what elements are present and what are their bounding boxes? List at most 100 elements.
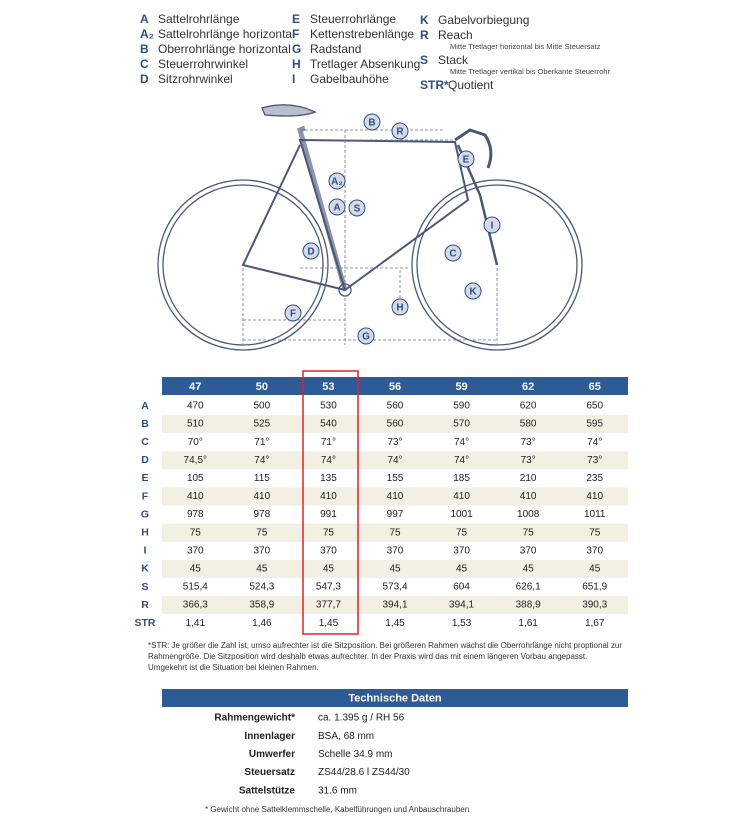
legend-letter: D — [140, 72, 149, 86]
cell: 75 — [589, 527, 601, 538]
row-label: G — [141, 508, 149, 520]
row-label: E — [141, 472, 148, 484]
legend-note: Mitte Tretlager horizontal bis Mitte Ste… — [450, 42, 601, 51]
marker-circle — [328, 172, 346, 190]
marker-circle — [284, 304, 302, 322]
cell: 1,46 — [252, 618, 272, 629]
legend-label: Steuerrohrlänge — [310, 12, 396, 26]
cell: 370 — [254, 545, 271, 556]
size-header: 56 — [389, 381, 401, 393]
row-bg — [162, 559, 628, 578]
bike-drawing — [157, 104, 583, 351]
cell: 410 — [320, 491, 337, 502]
cell: 595 — [586, 419, 603, 430]
legend-letter: B — [140, 42, 149, 56]
marker-circle — [483, 216, 501, 234]
spec-value: ZS44/28.6 l ZS44/30 — [318, 767, 410, 778]
legend-label: Sattelrohrlänge — [158, 12, 240, 26]
cell: 105 — [187, 473, 204, 484]
cell: 70° — [188, 437, 203, 448]
cell: 210 — [520, 473, 537, 484]
legend-label: Quotient — [448, 78, 494, 92]
cell: 366,3 — [183, 600, 208, 611]
spec-value: 31.6 mm — [318, 785, 357, 796]
size-header: 50 — [256, 381, 268, 393]
spec-label: Steuersatz — [244, 767, 295, 778]
cell: 75 — [323, 527, 335, 538]
cell: 626,1 — [516, 582, 541, 593]
cell: 370 — [586, 545, 603, 556]
size-header: 62 — [522, 381, 534, 393]
cell: 394,1 — [449, 600, 474, 611]
cell: 1,41 — [186, 618, 206, 629]
cell: 525 — [254, 419, 271, 430]
legend-label: Gabelvorbiegung — [438, 13, 529, 27]
legend-label: Steuerrohrwinkel — [158, 57, 248, 71]
legend-letter: A₂ — [140, 27, 154, 41]
cell: 370 — [187, 545, 204, 556]
legend-letter: A — [140, 12, 149, 26]
marker-label: D — [307, 247, 314, 258]
diagram-markers: B R E A₂ A S I D C K H F G — [284, 113, 501, 345]
cell: 978 — [187, 509, 204, 520]
cell: 74° — [254, 455, 269, 466]
legend-letter: E — [292, 12, 300, 26]
marker-label: A₂ — [331, 177, 343, 188]
spec-label: Umwerfer — [249, 749, 295, 760]
marker-label: C — [449, 249, 456, 260]
marker-circle — [464, 282, 482, 300]
cell: 394,1 — [382, 600, 407, 611]
cell: 73° — [387, 437, 402, 448]
cell: 560 — [387, 419, 404, 430]
cell: 75 — [389, 527, 401, 538]
marker-label: R — [396, 127, 404, 138]
cell: 370 — [520, 545, 537, 556]
cell: 74,5° — [184, 455, 207, 466]
row-bg — [162, 487, 628, 506]
size-header: 53 — [322, 381, 334, 393]
legend-label: Oberrohrlänge horizontal — [158, 42, 291, 56]
cell: 45 — [523, 564, 535, 575]
cell: 370 — [453, 545, 470, 556]
legend-letter: H — [292, 57, 301, 71]
size-header: 59 — [455, 381, 467, 393]
specs-title: Technische Daten — [348, 692, 442, 704]
cell: 45 — [256, 564, 268, 575]
marker-circle — [302, 242, 320, 260]
cell: 73° — [587, 455, 602, 466]
cell: 650 — [586, 401, 603, 412]
cell: 1,45 — [385, 618, 405, 629]
spec-label: Rahmengewicht* — [214, 713, 295, 724]
cell: 515,4 — [183, 582, 208, 593]
legend-label: Kettenstrebenlänge — [310, 27, 414, 41]
cell: 410 — [187, 491, 204, 502]
legend-letter: C — [140, 57, 149, 71]
cell: 71° — [254, 437, 269, 448]
cell: 500 — [254, 401, 271, 412]
legend-letter: I — [292, 72, 295, 86]
marker-circle — [357, 327, 375, 345]
cell: 185 — [453, 473, 470, 484]
marker-label: I — [491, 221, 494, 232]
cell: 1011 — [584, 509, 606, 520]
spec-value: BSA, 68 mm — [318, 731, 374, 742]
cell: 590 — [453, 401, 470, 412]
legend-label: Sitzrohrwinkel — [158, 72, 233, 86]
cell: 73° — [521, 455, 536, 466]
cell: 75 — [523, 527, 535, 538]
marker-label: S — [354, 204, 361, 215]
marker-circle — [363, 113, 381, 131]
highlight-box — [302, 370, 359, 635]
row-label: STR — [135, 617, 156, 629]
legend-letter: R — [420, 28, 429, 42]
cell: 410 — [254, 491, 271, 502]
cell: 155 — [387, 473, 404, 484]
cell: 377,7 — [316, 600, 341, 611]
cell: 410 — [387, 491, 404, 502]
cell: 74° — [454, 455, 469, 466]
cell: 75 — [456, 527, 468, 538]
cell: 410 — [586, 491, 603, 502]
legend-letter: F — [292, 27, 299, 41]
cell: 524,3 — [249, 582, 274, 593]
cell: 358,9 — [249, 600, 274, 611]
